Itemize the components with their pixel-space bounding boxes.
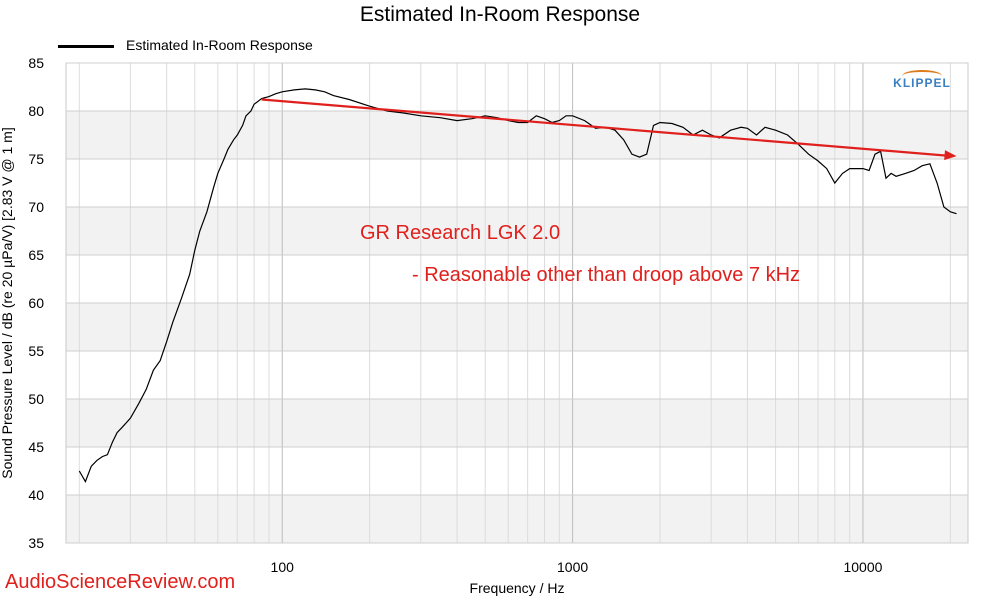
y-tick-label: 85 (28, 55, 44, 71)
y-tick-label: 50 (28, 391, 44, 407)
y-tick-label: 35 (28, 535, 44, 551)
trend-arrowhead (944, 150, 957, 161)
legend-label: Estimated In-Room Response (126, 37, 313, 53)
chart-title: Estimated In-Room Response (359, 3, 641, 26)
x-tick-label: 100 (271, 559, 295, 575)
trend-line (261, 98, 953, 158)
y-tick-label: 75 (28, 151, 44, 167)
y-tick-label: 60 (28, 295, 44, 311)
plot-band (66, 495, 968, 543)
klippel-logo-text: KLIPPEL (893, 76, 951, 90)
x-tick-label: 10000 (843, 559, 882, 575)
series-line (78, 88, 957, 483)
plot-band (66, 303, 968, 351)
y-axis-label: Sound Pressure Level / dB (re 20 µPa/V) … (0, 127, 15, 478)
legend-swatch (58, 45, 114, 48)
y-tick-label: 70 (28, 199, 44, 215)
x-tick-label: 1000 (557, 559, 588, 575)
y-tick-label: 40 (28, 487, 44, 503)
klippel-logo: KLIPPEL (880, 70, 964, 104)
y-tick-label: 45 (28, 439, 44, 455)
annotation-title: GR Research LGK 2.0 (360, 222, 561, 244)
y-tick-label: 65 (28, 247, 44, 263)
plot-band (66, 111, 968, 159)
y-tick-label: 55 (28, 343, 44, 359)
plot-band (66, 399, 968, 447)
klippel-logo-arc (902, 70, 942, 82)
watermark: AudioScienceReview.com (5, 571, 236, 593)
x-axis-label: Frequency / Hz (470, 580, 565, 596)
y-tick-label: 80 (28, 103, 44, 119)
annotation-note: - Reasonable other than droop above 7 kH… (412, 264, 801, 286)
